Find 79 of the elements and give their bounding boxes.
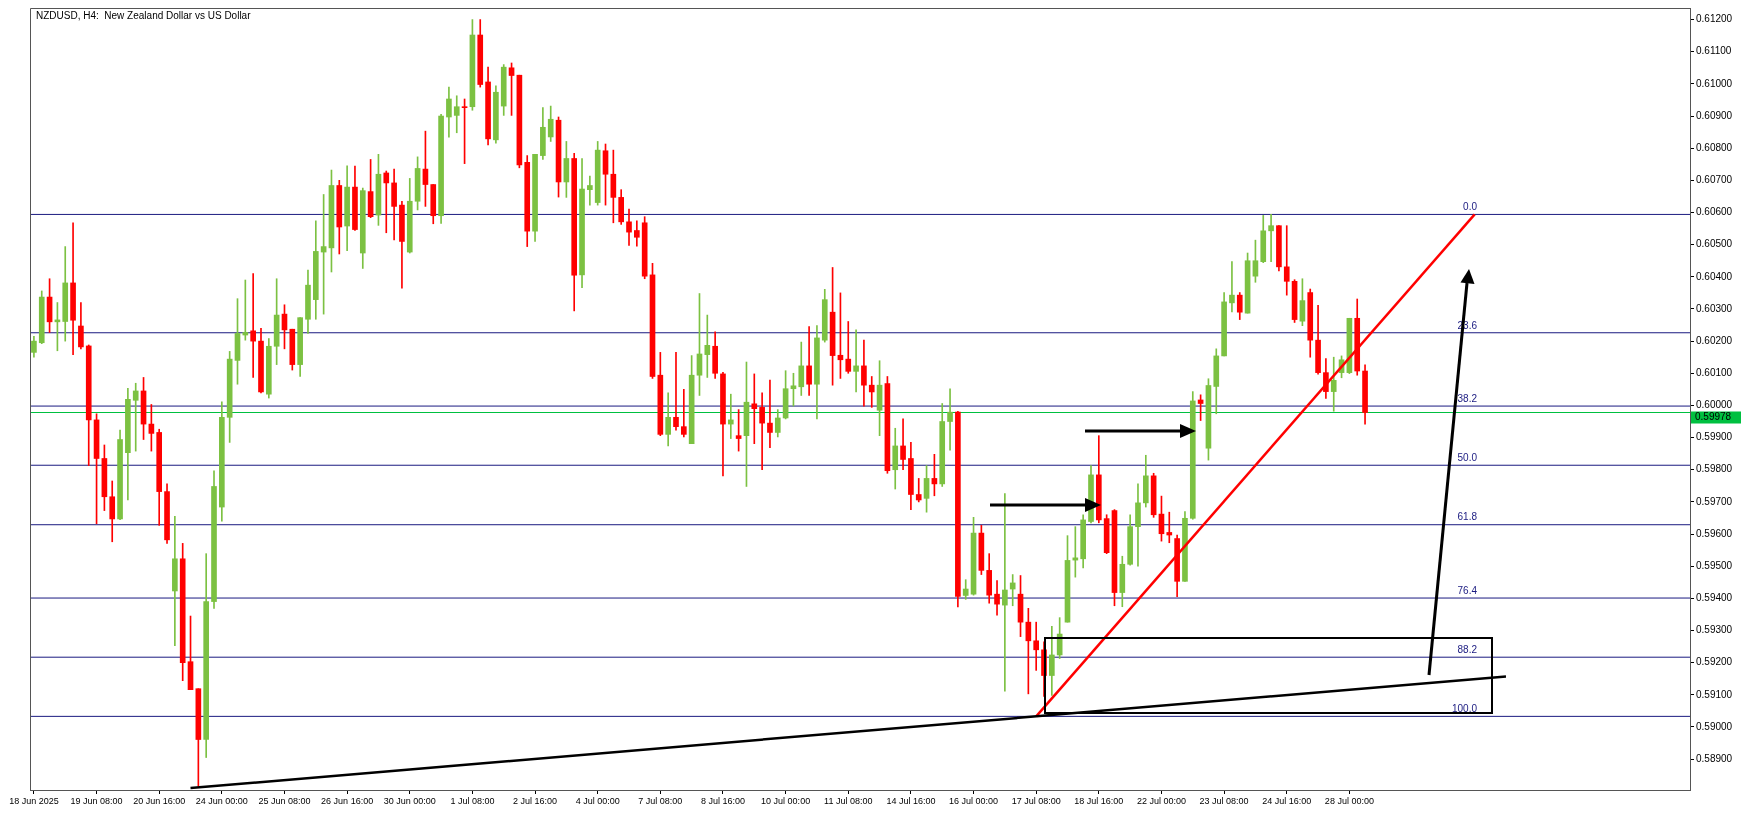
y-tick-label: 0.60100 <box>1696 367 1733 379</box>
annotation: 100.0 <box>1451 703 1478 715</box>
candlestick <box>172 516 178 646</box>
candlestick <box>680 389 687 438</box>
y-tick-label: 0.60200 <box>1696 334 1733 346</box>
y-tick-label: 0.61000 <box>1696 77 1733 89</box>
x-tick-label: 17 Jul 08:00 <box>1011 795 1061 806</box>
annotation: 38.2 <box>1457 392 1478 404</box>
y-tick-label: 0.61100 <box>1696 45 1732 57</box>
candlestick <box>1009 574 1016 607</box>
candlestick <box>915 478 922 503</box>
x-tick-label: 19 Jun 08:00 <box>70 795 123 806</box>
annotation: 88.2 <box>1457 643 1478 655</box>
y-tick-label: 0.60500 <box>1696 238 1733 250</box>
x-tick-label: 20 Jun 16:00 <box>133 795 186 806</box>
y-tick-label: 0.60000 <box>1696 399 1733 411</box>
annotation: 0.0 <box>1463 201 1478 213</box>
candlestick <box>704 314 711 378</box>
candlestick <box>383 170 390 234</box>
ref-line-label: 0.59978 <box>1695 411 1732 423</box>
x-tick-label: 7 Jul 08:00 <box>638 795 683 806</box>
candlestick <box>853 329 859 393</box>
candlestick <box>132 382 139 452</box>
x-tick-label: 1 Jul 08:00 <box>450 795 495 806</box>
annotation: 50.0 <box>1457 451 1478 463</box>
x-tick-label: 4 Jul 00:00 <box>575 795 620 806</box>
x-tick-label: 14 Jul 16:00 <box>886 795 936 806</box>
y-tick-label: 0.59900 <box>1696 431 1733 443</box>
y-tick-label: 0.59400 <box>1696 592 1733 604</box>
candlestick <box>587 175 593 206</box>
x-tick-label: 22 Jul 00:00 <box>1136 795 1186 806</box>
x-tick-label: 28 Jul 00:00 <box>1324 795 1374 806</box>
candlestick <box>1033 621 1040 671</box>
y-tick-label: 0.59800 <box>1696 463 1733 475</box>
candlestick <box>759 392 765 471</box>
candlestick <box>250 273 256 378</box>
y-tick-label: 0.60600 <box>1696 206 1733 218</box>
y-tick-label: 0.60400 <box>1696 270 1733 282</box>
y-tick-label: 0.59600 <box>1696 527 1733 539</box>
candlestick <box>1229 261 1235 313</box>
y-tick-label: 0.60700 <box>1696 174 1733 186</box>
x-tick-label: 26 Jun 16:00 <box>321 795 374 806</box>
y-tick-label: 0.59000 <box>1696 720 1733 732</box>
annotation: 76.4 <box>1457 584 1478 596</box>
candlestick <box>1268 214 1274 263</box>
candlestick <box>868 376 875 408</box>
x-tick-label: 18 Jun 2025 <box>9 795 59 806</box>
y-tick-label: 0.61200 <box>1696 13 1733 25</box>
y-tick-label: 0.60800 <box>1696 141 1733 153</box>
candlestick <box>767 379 773 448</box>
y-tick-label: 0.60300 <box>1696 302 1733 314</box>
y-tick-label: 0.59300 <box>1696 624 1733 636</box>
x-tick-label: 30 Jun 00:00 <box>383 795 436 806</box>
annotation: 61.8 <box>1457 511 1478 523</box>
y-tick-label: 0.59700 <box>1696 495 1733 507</box>
y-tick-label: 0.59500 <box>1696 559 1733 571</box>
y-tick-label: 0.60900 <box>1696 109 1733 121</box>
y-tick-label: 0.58900 <box>1696 752 1733 764</box>
candlestick <box>1283 225 1290 296</box>
x-tick-label: 25 Jun 08:00 <box>258 795 311 806</box>
x-tick-label: 18 Jul 16:00 <box>1074 795 1124 806</box>
chart-title: NZDUSD, H4: New Zealand Dollar vs US Dollar <box>36 9 252 21</box>
x-tick-label: 10 Jul 00:00 <box>761 795 811 806</box>
y-tick-label: 0.59100 <box>1696 688 1733 700</box>
candlestick <box>673 352 679 431</box>
x-tick-label: 8 Jul 16:00 <box>700 795 745 806</box>
candlestick <box>1166 511 1173 544</box>
candlestick <box>845 321 852 374</box>
x-tick-label: 11 Jul 08:00 <box>824 795 873 806</box>
x-tick-label: 24 Jun 00:00 <box>195 795 248 806</box>
x-tick-label: 24 Jul 16:00 <box>1262 795 1312 806</box>
x-tick-label: 2 Jul 16:00 <box>513 795 558 806</box>
candlestick <box>947 388 953 451</box>
candlestick <box>453 95 460 134</box>
x-tick-label: 16 Jul 00:00 <box>949 795 999 806</box>
y-tick-label: 0.59200 <box>1696 656 1733 668</box>
candlestick <box>751 373 758 445</box>
candlestick <box>1002 493 1008 692</box>
x-tick-label: 23 Jul 08:00 <box>1199 795 1249 806</box>
